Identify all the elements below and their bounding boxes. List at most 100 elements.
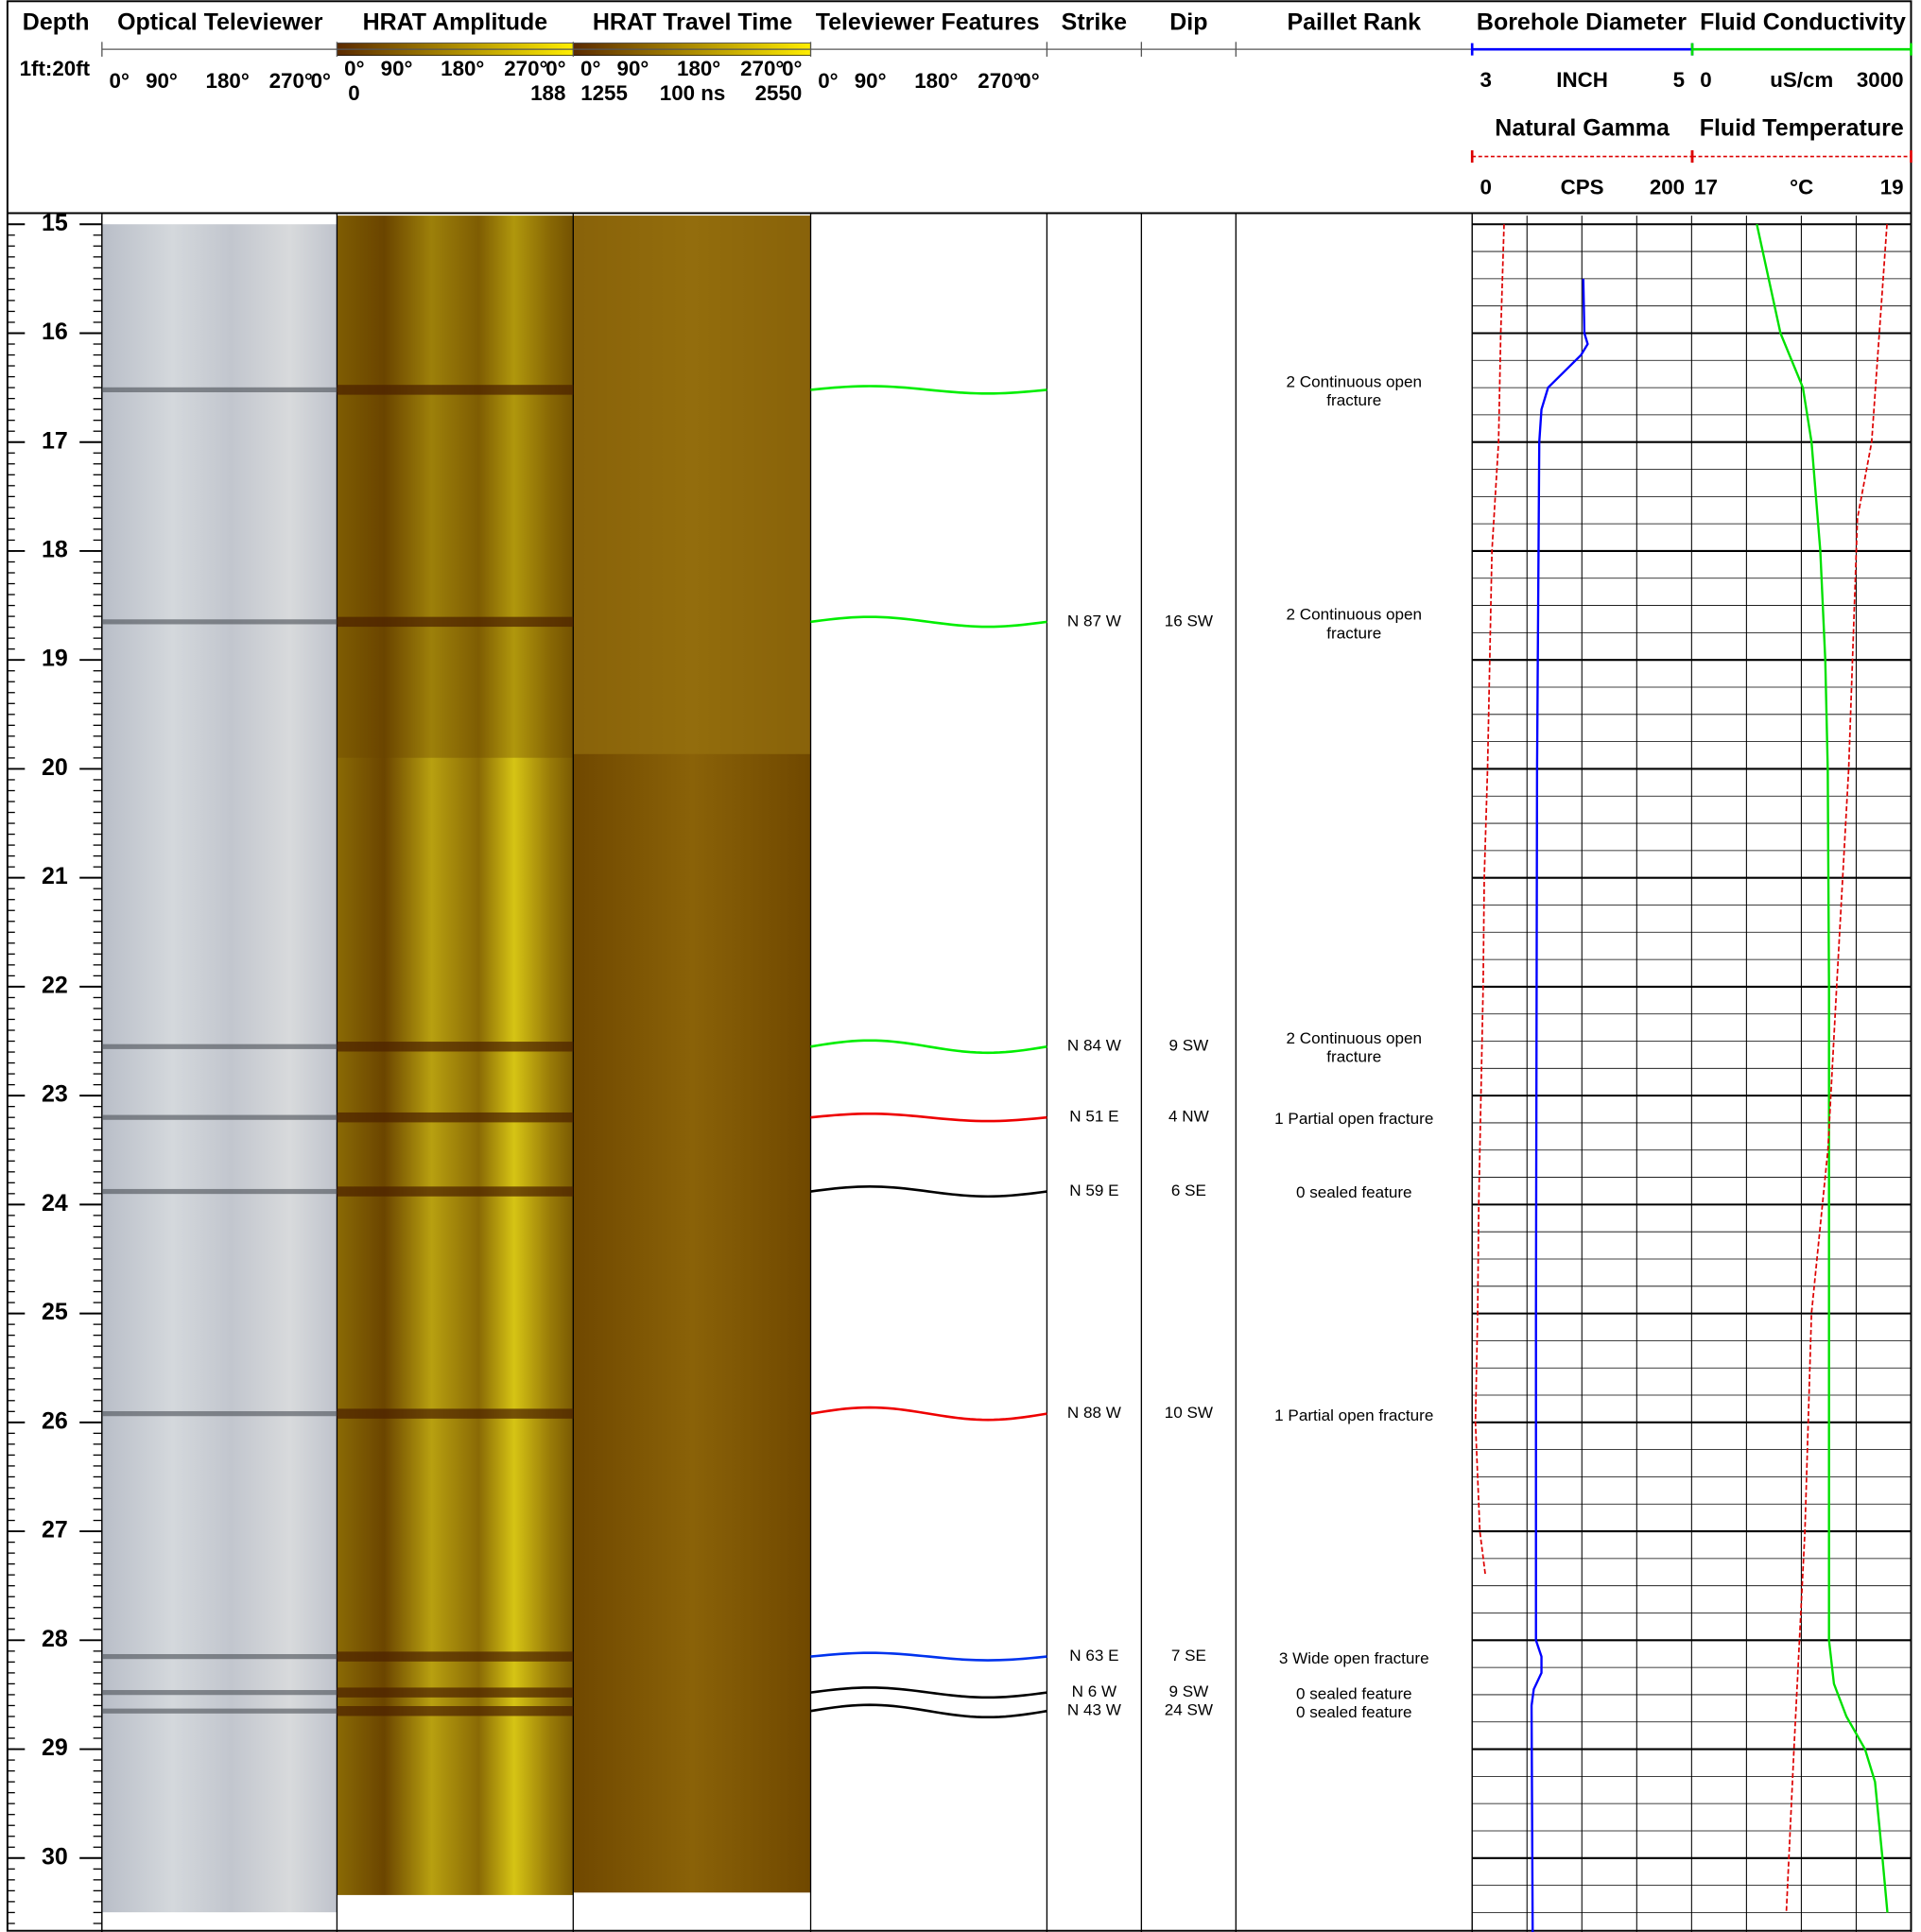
depth-label: 16 [42,319,68,345]
feature-strike: N 84 W [1067,1037,1121,1055]
feature-band-amplitude [337,1186,574,1197]
azimuth-label: 0° [311,69,331,93]
feature-band-amplitude [337,1651,574,1662]
feature-sinusoid [810,1651,1047,1662]
column-title: Paillet Rank [1287,9,1421,35]
feature-rank-box: 1 Partial open fracture [1274,1109,1434,1129]
column-title: Depth [23,9,90,35]
curve-max: 3000 [1857,68,1904,92]
depth-label: 19 [42,646,68,672]
curve-title: Natural Gamma [1495,115,1670,142]
depth-label: 26 [42,1407,68,1434]
curve-title: Fluid Temperature [1700,115,1904,142]
feature-rank: 0 sealed feature [1295,1684,1412,1703]
curve-min: 17 [1694,175,1718,198]
feature-sinusoid [810,1406,1047,1422]
depth-label: 29 [42,1734,68,1761]
azimuth-label: 90° [146,69,178,93]
azimuth-label: 180° [441,57,484,80]
azimuth-label: 0° [580,57,600,80]
feature-dip: 16 SW [1165,612,1213,630]
feature-dip: 10 SW [1165,1404,1213,1422]
feature-band-optical [101,1411,337,1417]
feature-strike: N 43 W [1067,1701,1121,1719]
azimuth-label: 0° [344,57,364,80]
azimuth-label: 0° [818,69,838,93]
amplitude-image [337,216,574,1895]
depth-label: 22 [42,973,68,999]
curve-max: 5 [1673,68,1685,92]
azimuth-label: 90° [855,69,887,93]
azimuth-label: 0° [1019,69,1039,93]
feature-strike: N 59 E [1069,1182,1118,1199]
amplitude-image-top [337,216,574,758]
depth-label: 18 [42,537,68,563]
feature-sinusoid [810,1703,1047,1719]
column-title: Televiewer Features [816,9,1040,35]
depth-label: 27 [42,1517,68,1544]
column-title: Strike [1062,9,1127,35]
curve-title: Fluid Conductivity [1700,9,1906,35]
travel-time-unit: 100 ns [660,81,726,105]
column-title: HRAT Amplitude [363,9,548,35]
feature-rank-box: 2 Continuous open fracture [1286,1029,1423,1067]
feature-sinusoid [810,1686,1047,1699]
curve-min: 0 [1480,175,1491,198]
feature-band-optical [101,387,337,393]
feature-dip: 4 NW [1168,1108,1209,1126]
depth-label: 20 [42,754,68,781]
feature-sinusoid [810,1039,1047,1055]
feature-band-optical [101,619,337,625]
azimuth-label: 180° [206,69,250,93]
depth-label: 15 [42,210,68,236]
travel-time-image-top [573,216,811,754]
azimuth-label: 90° [617,57,649,80]
azimuth-label: 180° [914,69,958,93]
travel-time-max: 2550 [755,81,803,105]
amplitude-min: 0 [348,81,359,105]
curve-line [1756,224,1889,1913]
feature-band-amplitude [337,385,574,395]
curve-min: 3 [1480,68,1491,92]
feature-band-amplitude [337,616,574,628]
feature-rank-box: 0 sealed feature [1295,1183,1412,1202]
feature-strike: N 63 E [1069,1647,1118,1665]
curve-line [1530,278,1589,1932]
feature-dip: 24 SW [1165,1701,1213,1719]
feature-rank-box: 3 Wide open fracture [1278,1648,1429,1667]
feature-rank: 2 Continuous open fracture [1286,1029,1423,1067]
curve-max: 19 [1880,175,1904,198]
curve-unit: °C [1790,175,1813,198]
azimuth-label: 270° [269,69,313,93]
depth-label: 28 [42,1626,68,1652]
feature-rank: 0 sealed feature [1295,1183,1412,1202]
feature-rank: 1 Partial open fracture [1274,1109,1434,1129]
feature-band-optical [101,1708,337,1714]
curve-unit: CPS [1561,175,1604,198]
feature-rank-box: 2 Continuous open fracture [1286,372,1423,410]
feature-band-amplitude [337,1042,574,1052]
feature-band-amplitude [337,1408,574,1419]
depth-label: 17 [42,427,68,454]
feature-dip: 7 SE [1171,1647,1206,1665]
feature-rank-box: 0 sealed feature [1296,1703,1412,1722]
curve-title: Borehole Diameter [1477,9,1687,35]
optical-image [101,224,337,1913]
azimuth-label: 270° [978,69,1021,93]
feature-sinusoid [810,385,1047,395]
curve-line [1785,224,1888,1913]
depth-label: 30 [42,1843,68,1870]
curve-unit: uS/cm [1770,68,1833,92]
feature-dip: 9 SW [1168,1037,1208,1055]
azimuth-label: 270° [740,57,784,80]
feature-dip: 6 SE [1171,1182,1206,1199]
feature-band-optical [101,1188,337,1195]
feature-rank: 3 Wide open fracture [1278,1648,1429,1667]
feature-band-optical [101,1653,337,1660]
feature-rank: 2 Continuous open fracture [1286,372,1423,410]
feature-sinusoid [810,615,1047,629]
feature-band-amplitude [337,1687,574,1698]
feature-band-amplitude [337,1706,574,1716]
